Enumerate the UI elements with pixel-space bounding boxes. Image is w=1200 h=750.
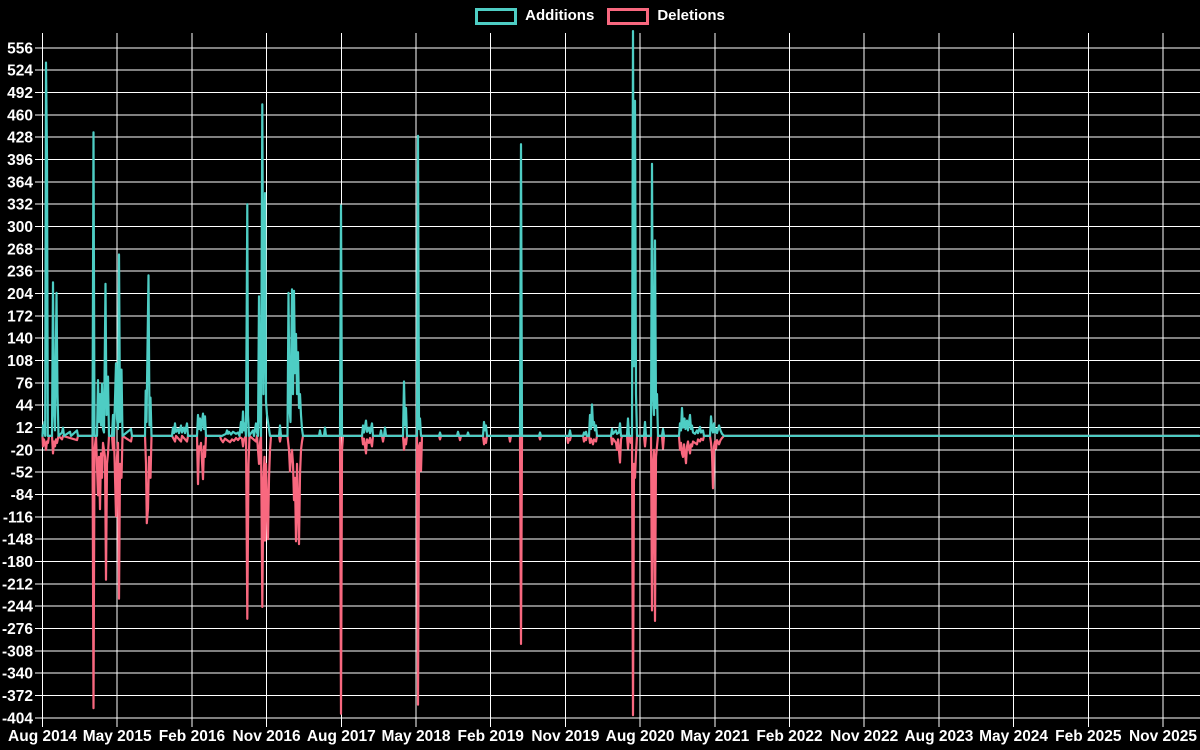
y-axis-labels: 556 524 492 460 428 396 364 332 300 268 236 204 172 1… — [2, 40, 33, 727]
x-tick-label: Aug 2017 — [307, 728, 376, 745]
y-tick-label: 204 — [7, 286, 33, 303]
x-axis-labels: Aug 2014 May 2015 Feb 2016 Nov 2016 Aug 2017… — [8, 728, 1197, 745]
y-tick-label: 492 — [7, 85, 33, 102]
y-tick-label: -148 — [2, 532, 33, 549]
y-tick-label: 140 — [7, 331, 33, 348]
y-tick-label: -20 — [11, 442, 33, 459]
y-tick-label: -404 — [2, 710, 33, 727]
y-tick-label: 236 — [7, 264, 33, 281]
y-tick-label: -244 — [2, 599, 33, 616]
y-tick-label: 172 — [7, 308, 33, 325]
legend-swatch-additions — [475, 7, 518, 25]
x-tick-label: Nov 2016 — [233, 728, 301, 745]
y-tick-label: -84 — [11, 487, 34, 504]
y-tick-label: 460 — [7, 107, 33, 124]
x-tick-label: Aug 2020 — [606, 728, 675, 745]
x-tick-label: Aug 2014 — [8, 728, 77, 745]
x-tick-label: Feb 2016 — [159, 728, 226, 745]
x-tick-label: May 2021 — [680, 728, 749, 745]
legend-item-additions[interactable]: Additions — [475, 7, 594, 25]
y-tick-label: 396 — [7, 152, 33, 169]
x-tick-label: Feb 2019 — [458, 728, 525, 745]
chart-legend: Additions Deletions — [0, 7, 1200, 25]
gridlines — [35, 33, 1200, 727]
y-tick-label: 524 — [7, 63, 33, 80]
y-tick-label: 332 — [7, 197, 33, 214]
y-tick-label: 428 — [7, 130, 33, 147]
y-tick-label: 268 — [7, 241, 33, 258]
legend-item-deletions[interactable]: Deletions — [607, 7, 725, 25]
y-tick-label: 364 — [7, 174, 33, 191]
y-tick-label: -180 — [2, 554, 33, 571]
y-tick-label: -276 — [2, 621, 33, 638]
y-tick-label: -372 — [2, 688, 33, 705]
x-tick-label: May 2018 — [382, 728, 451, 745]
legend-label-additions: Additions — [525, 7, 595, 24]
x-tick-label: May 2024 — [979, 728, 1048, 745]
y-tick-label: -308 — [2, 643, 33, 660]
y-tick-label: 76 — [16, 375, 34, 392]
legend-swatch-deletions — [607, 7, 650, 25]
x-tick-label: May 2015 — [83, 728, 152, 745]
x-tick-label: Feb 2022 — [756, 728, 822, 745]
x-tick-label: Aug 2023 — [904, 728, 973, 745]
y-tick-label: 108 — [7, 353, 33, 370]
y-tick-label: -116 — [3, 509, 34, 526]
x-tick-label: Feb 2025 — [1055, 728, 1122, 745]
additions-line — [41, 30, 1200, 437]
x-tick-label: Nov 2025 — [1129, 728, 1197, 745]
y-tick-label: 556 — [7, 40, 33, 57]
x-tick-label: Nov 2022 — [830, 728, 898, 745]
y-tick-label: -52 — [11, 465, 33, 482]
y-tick-label: 44 — [16, 398, 34, 415]
legend-label-deletions: Deletions — [657, 7, 725, 24]
y-tick-label: 12 — [16, 420, 33, 437]
y-tick-label: 300 — [7, 219, 33, 236]
y-tick-label: -340 — [2, 666, 33, 683]
x-tick-label: Nov 2019 — [531, 728, 599, 745]
y-tick-label: -212 — [2, 576, 33, 593]
